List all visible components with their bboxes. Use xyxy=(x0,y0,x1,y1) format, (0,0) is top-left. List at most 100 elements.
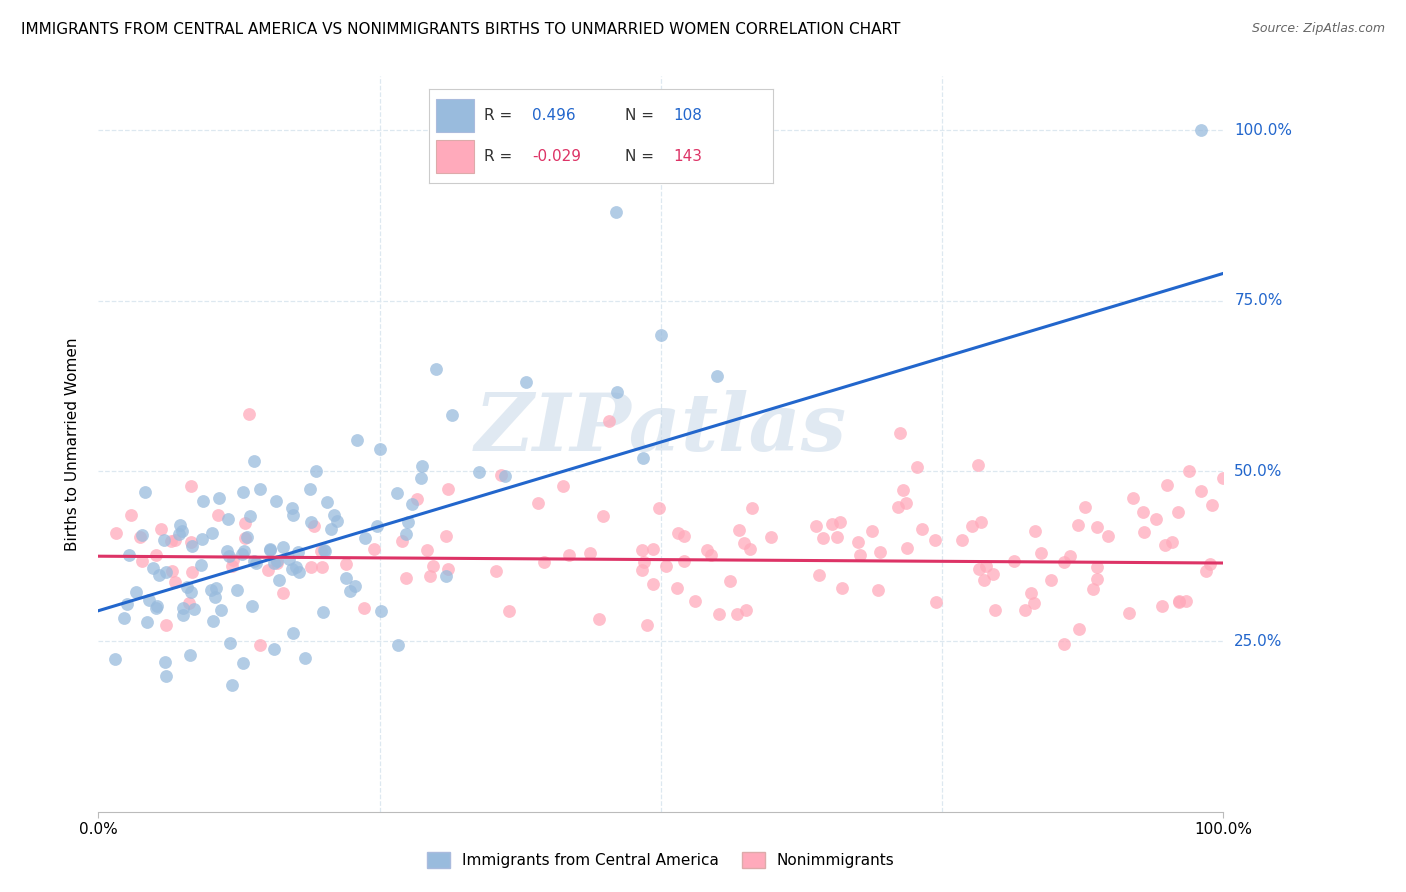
Point xyxy=(696,542,718,557)
Point xyxy=(1167,595,1189,609)
Point xyxy=(683,594,706,608)
Point xyxy=(221,678,243,692)
Point xyxy=(821,516,844,531)
Point xyxy=(434,529,457,543)
Point xyxy=(1212,471,1234,485)
Point xyxy=(728,523,751,537)
Point xyxy=(485,564,508,578)
Point xyxy=(283,625,305,640)
Point xyxy=(180,479,202,493)
Point xyxy=(1097,529,1119,543)
Point xyxy=(515,376,537,390)
Point xyxy=(176,580,198,594)
Legend: Immigrants from Central America, Nonimmigrants: Immigrants from Central America, Nonimmi… xyxy=(420,846,901,874)
Point xyxy=(236,530,259,544)
Point xyxy=(631,450,654,465)
Point xyxy=(105,526,128,541)
Point xyxy=(155,618,177,632)
Point xyxy=(592,509,614,524)
Point xyxy=(179,648,201,663)
Point xyxy=(243,453,266,467)
Point xyxy=(281,501,304,516)
Point xyxy=(215,544,238,558)
Point xyxy=(526,496,548,510)
Point xyxy=(1144,512,1167,526)
Point xyxy=(284,559,307,574)
Point xyxy=(411,458,433,473)
Point xyxy=(419,569,441,583)
Point xyxy=(180,584,202,599)
Point xyxy=(129,530,152,544)
Point xyxy=(1053,555,1076,569)
Point xyxy=(738,541,761,556)
Point xyxy=(299,515,322,529)
Point xyxy=(825,530,848,544)
Point xyxy=(1059,549,1081,563)
Point xyxy=(207,508,229,523)
Point xyxy=(118,548,141,562)
Point xyxy=(233,543,256,558)
Point xyxy=(673,529,696,543)
Point xyxy=(1022,596,1045,610)
Point xyxy=(222,553,245,567)
Text: 108: 108 xyxy=(673,108,702,123)
Point xyxy=(391,534,413,549)
Point xyxy=(655,559,678,574)
Point xyxy=(370,604,392,618)
Point xyxy=(759,530,782,544)
Point xyxy=(962,518,984,533)
Point xyxy=(967,562,990,576)
Point xyxy=(259,543,281,558)
Text: -0.029: -0.029 xyxy=(533,149,581,164)
Point xyxy=(893,483,915,497)
Text: R =: R = xyxy=(484,149,512,164)
Point xyxy=(115,597,138,611)
Text: 100.0%: 100.0% xyxy=(1234,123,1292,138)
Point xyxy=(673,554,696,568)
Point xyxy=(218,636,240,650)
Point xyxy=(326,514,349,528)
Point xyxy=(811,531,834,545)
Point xyxy=(650,327,672,342)
Point xyxy=(155,565,177,579)
Point xyxy=(201,525,224,540)
Point xyxy=(630,563,652,577)
Point xyxy=(1195,564,1218,578)
Point xyxy=(395,571,418,585)
Point xyxy=(1152,599,1174,614)
Point xyxy=(344,579,367,593)
Point xyxy=(120,508,142,522)
Point xyxy=(321,522,343,536)
Point xyxy=(309,543,332,558)
Point xyxy=(533,555,555,569)
Point xyxy=(104,652,127,666)
Point xyxy=(263,556,285,570)
Point xyxy=(288,566,311,580)
Point xyxy=(896,541,918,555)
Point xyxy=(436,482,458,496)
Point xyxy=(558,548,581,562)
Point xyxy=(1081,582,1104,597)
Point xyxy=(725,607,748,621)
Point xyxy=(142,561,165,575)
Point xyxy=(167,526,190,541)
Point xyxy=(588,611,610,625)
Point xyxy=(1067,517,1090,532)
Point xyxy=(700,548,723,562)
Point xyxy=(149,522,172,536)
Point xyxy=(641,541,664,556)
Point xyxy=(1201,498,1223,512)
Text: N =: N = xyxy=(626,108,654,123)
Point xyxy=(152,533,174,548)
Point xyxy=(808,567,831,582)
Text: 143: 143 xyxy=(673,149,703,164)
Point xyxy=(974,559,997,574)
Point xyxy=(323,508,346,522)
Point xyxy=(846,535,869,549)
Point xyxy=(405,491,427,506)
Point xyxy=(353,531,375,545)
Point xyxy=(1160,534,1182,549)
Point xyxy=(804,519,827,533)
Point xyxy=(209,603,232,617)
Point xyxy=(866,583,889,598)
